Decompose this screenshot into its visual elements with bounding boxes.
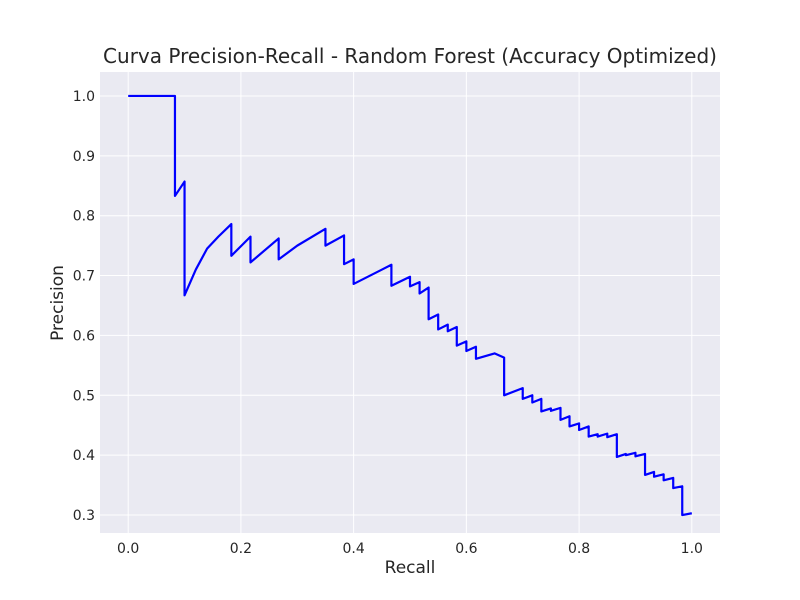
- y-axis-label: Precision: [48, 265, 68, 341]
- x-tick-label: 1.0: [681, 541, 703, 557]
- y-tick-label: 0.9: [73, 149, 95, 165]
- y-tick-label: 0.7: [73, 269, 95, 285]
- plot-area: [100, 72, 720, 533]
- y-tick-label: 0.8: [73, 209, 95, 225]
- y-tick-label: 1.0: [73, 89, 95, 105]
- x-tick-labels: 0.0 0.2 0.4 0.6 0.8 1.0: [117, 541, 703, 557]
- y-tick-label: 0.5: [73, 388, 95, 404]
- x-tick-label: 0.2: [230, 541, 252, 557]
- y-tick-labels: 0.3 0.4 0.5 0.6 0.7 0.8 0.9 1.0: [73, 89, 95, 524]
- chart-title: Curva Precision-Recall - Random Forest (…: [103, 44, 717, 68]
- x-tick-label: 0.8: [568, 541, 590, 557]
- x-tick-label: 0.6: [455, 541, 477, 557]
- y-tick-label: 0.4: [73, 448, 95, 464]
- y-tick-label: 0.3: [73, 508, 95, 524]
- precision-recall-line: [128, 94, 693, 517]
- x-tick-label: 0.4: [343, 541, 365, 557]
- y-tick-label: 0.6: [73, 328, 95, 344]
- x-axis-label: Recall: [385, 558, 436, 578]
- x-tick-label: 0.0: [117, 541, 139, 557]
- grid-lines: [100, 72, 720, 533]
